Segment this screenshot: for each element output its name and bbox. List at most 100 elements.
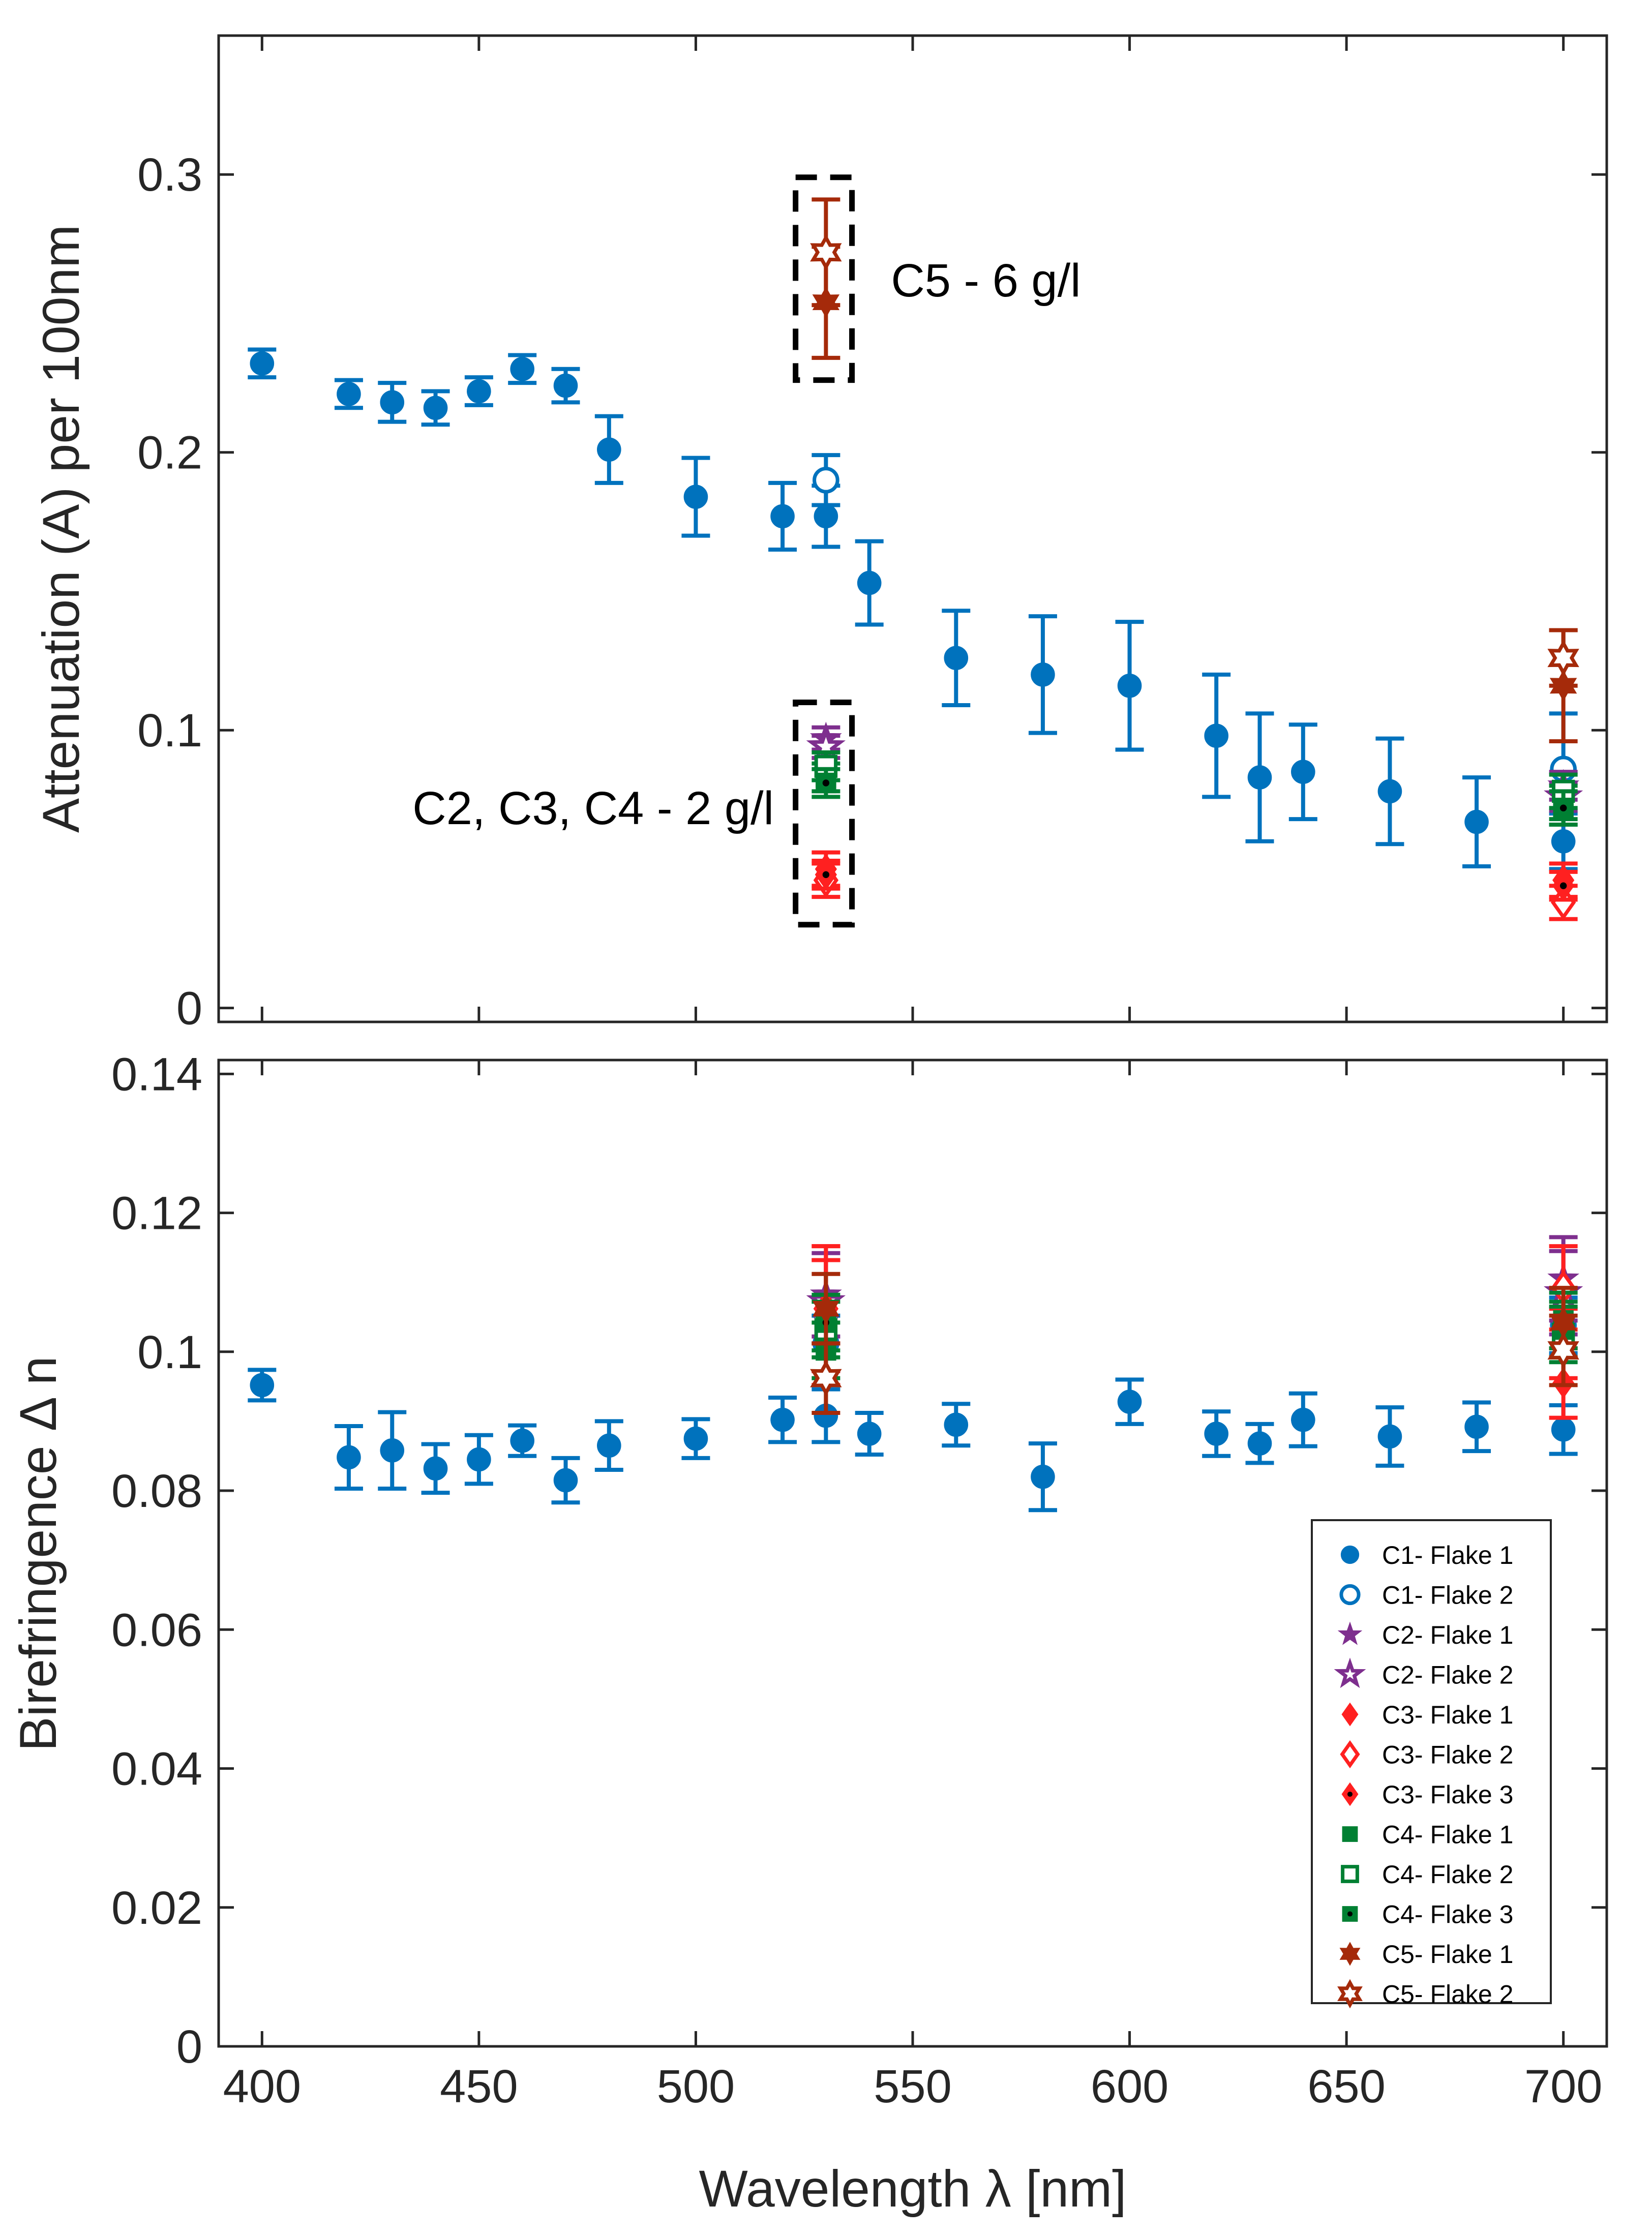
concentration-boxes — [793, 174, 855, 928]
birefringence-y-tick-label: 0.08 — [111, 1465, 202, 1517]
data-point — [944, 646, 969, 670]
data-point — [1117, 673, 1142, 698]
legend-label: C4- Flake 1 — [1382, 1821, 1513, 1849]
x-tick-label: 500 — [657, 2061, 735, 2112]
data-point — [510, 1428, 534, 1453]
data-point — [944, 1412, 969, 1437]
data-point — [1464, 1414, 1489, 1439]
data-point — [423, 396, 448, 420]
legend: C1- Flake 1 C1- Flake 2 C2- Flake 1 C2- Fla… — [1311, 1519, 1552, 2009]
data-point — [250, 1373, 275, 1398]
legend-marker — [1340, 1545, 1360, 1564]
legend-label: C2- Flake 1 — [1382, 1621, 1513, 1649]
data-point — [810, 1359, 842, 1397]
data-point — [250, 351, 275, 376]
legend-label: C3- Flake 1 — [1382, 1701, 1513, 1729]
data-point — [1291, 760, 1315, 784]
data-point — [770, 504, 795, 529]
legend-label: C3- Flake 3 — [1382, 1780, 1513, 1809]
data-point-center-dot — [822, 871, 830, 879]
attenuation-series-c4-flake3 — [812, 767, 1578, 827]
data-point-center-dot — [1559, 882, 1567, 889]
x-tick-label: 550 — [874, 2061, 952, 2112]
birefringence-y-ticks: 0 0.02 0.04 0.06 0.08 0.1 0.12 0.14 — [111, 1048, 1607, 2073]
data-point — [337, 382, 361, 406]
birefringence-x-ticks: 400 450 500 550 600 650 700 — [223, 1060, 1602, 2112]
attenuation-series-c1-flake1 — [248, 347, 1578, 871]
data-point — [553, 1468, 578, 1493]
attenuation-series — [248, 197, 1583, 921]
data-point — [810, 234, 842, 271]
attenuation-series-c5-flake2 — [810, 197, 1579, 688]
birefringence-y-tick-label: 0.02 — [111, 1882, 202, 1934]
data-point — [597, 437, 621, 462]
birefringence-y-tick-label: 0.12 — [111, 1188, 202, 1240]
data-point — [1031, 1464, 1055, 1489]
legend-label: C4- Flake 3 — [1382, 1900, 1513, 1929]
data-point — [1547, 640, 1579, 677]
data-point — [553, 373, 578, 398]
data-point — [1204, 1422, 1228, 1446]
birefringence-y-tick-label: 0.1 — [137, 1326, 202, 1378]
birefringence-y-axis-label: Birefringence Δ n — [9, 1356, 67, 1751]
data-point — [1377, 1424, 1402, 1449]
data-point — [380, 1438, 405, 1463]
data-point — [1117, 1389, 1142, 1414]
data-point — [770, 1407, 795, 1432]
data-point — [1291, 1407, 1315, 1432]
birefringence-series — [248, 1235, 1583, 1513]
data-point — [380, 390, 405, 415]
attenuation-y-axis-label: Attenuation (A) per 100nm — [32, 225, 90, 833]
x-axis-label: Wavelength λ [nm] — [699, 2160, 1127, 2218]
data-point — [683, 1426, 708, 1451]
annotation-c5: C5 - 6 g/l — [891, 255, 1080, 307]
legend-marker — [1342, 1826, 1358, 1842]
data-point — [1464, 809, 1489, 834]
data-point — [857, 1422, 882, 1446]
legend-marker-center-dot — [1347, 1911, 1353, 1917]
data-point — [337, 1445, 361, 1470]
legend-label: C1- Flake 1 — [1382, 1541, 1513, 1569]
data-point — [510, 356, 534, 381]
legend-marker — [1339, 1584, 1361, 1606]
attenuation-y-ticks: 0 0.1 0.2 0.3 — [137, 149, 1607, 1035]
legend-label: C4- Flake 2 — [1382, 1860, 1513, 1889]
birefringence-series-c1-flake1 — [248, 1368, 1578, 1513]
attenuation-x-ticks — [260, 36, 1565, 1022]
legend-marker — [1340, 1740, 1360, 1769]
attenuation-y-tick-label: 0.1 — [137, 705, 202, 757]
attenuation-y-tick-label: 0.3 — [137, 149, 202, 201]
legend-marker-center-dot — [1347, 1791, 1353, 1797]
data-point — [857, 570, 882, 595]
legend-label: C3- Flake 2 — [1382, 1741, 1513, 1769]
legend-marker — [1341, 1702, 1359, 1727]
concentration-box — [793, 174, 855, 383]
data-point — [1031, 662, 1055, 687]
data-point-center-dot — [1559, 804, 1567, 811]
data-point — [467, 379, 491, 404]
data-point — [814, 504, 838, 529]
legend-label: C2- Flake 2 — [1382, 1661, 1513, 1689]
attenuation-y-tick-label: 0.2 — [137, 427, 202, 479]
x-tick-label: 600 — [1091, 2061, 1169, 2112]
data-point — [1550, 885, 1576, 920]
birefringence-series-c5-flake2 — [810, 1313, 1579, 1415]
attenuation-y-tick-label: 0 — [176, 983, 202, 1035]
attenuation-plot-frame — [217, 34, 1608, 1023]
birefringence-y-tick-label: 0.06 — [111, 1604, 202, 1656]
annotation-c2-c3-c4: C2, C3, C4 - 2 g/l — [412, 782, 774, 834]
data-point — [467, 1447, 491, 1472]
data-point — [423, 1456, 448, 1481]
legend-marker — [1339, 1942, 1361, 1966]
data-point — [1247, 1431, 1272, 1456]
legend-marker — [1334, 1657, 1366, 1688]
legend-label: C1- Flake 2 — [1382, 1581, 1513, 1610]
data-point — [1247, 765, 1272, 790]
birefringence-y-tick-label: 0.04 — [111, 1743, 202, 1795]
x-tick-label: 650 — [1307, 2061, 1386, 2112]
legend-label: C5- Flake 2 — [1382, 1980, 1513, 2009]
data-point — [1377, 779, 1402, 804]
birefringence-y-tick-label: 0 — [176, 2021, 202, 2073]
data-point — [1204, 723, 1228, 748]
